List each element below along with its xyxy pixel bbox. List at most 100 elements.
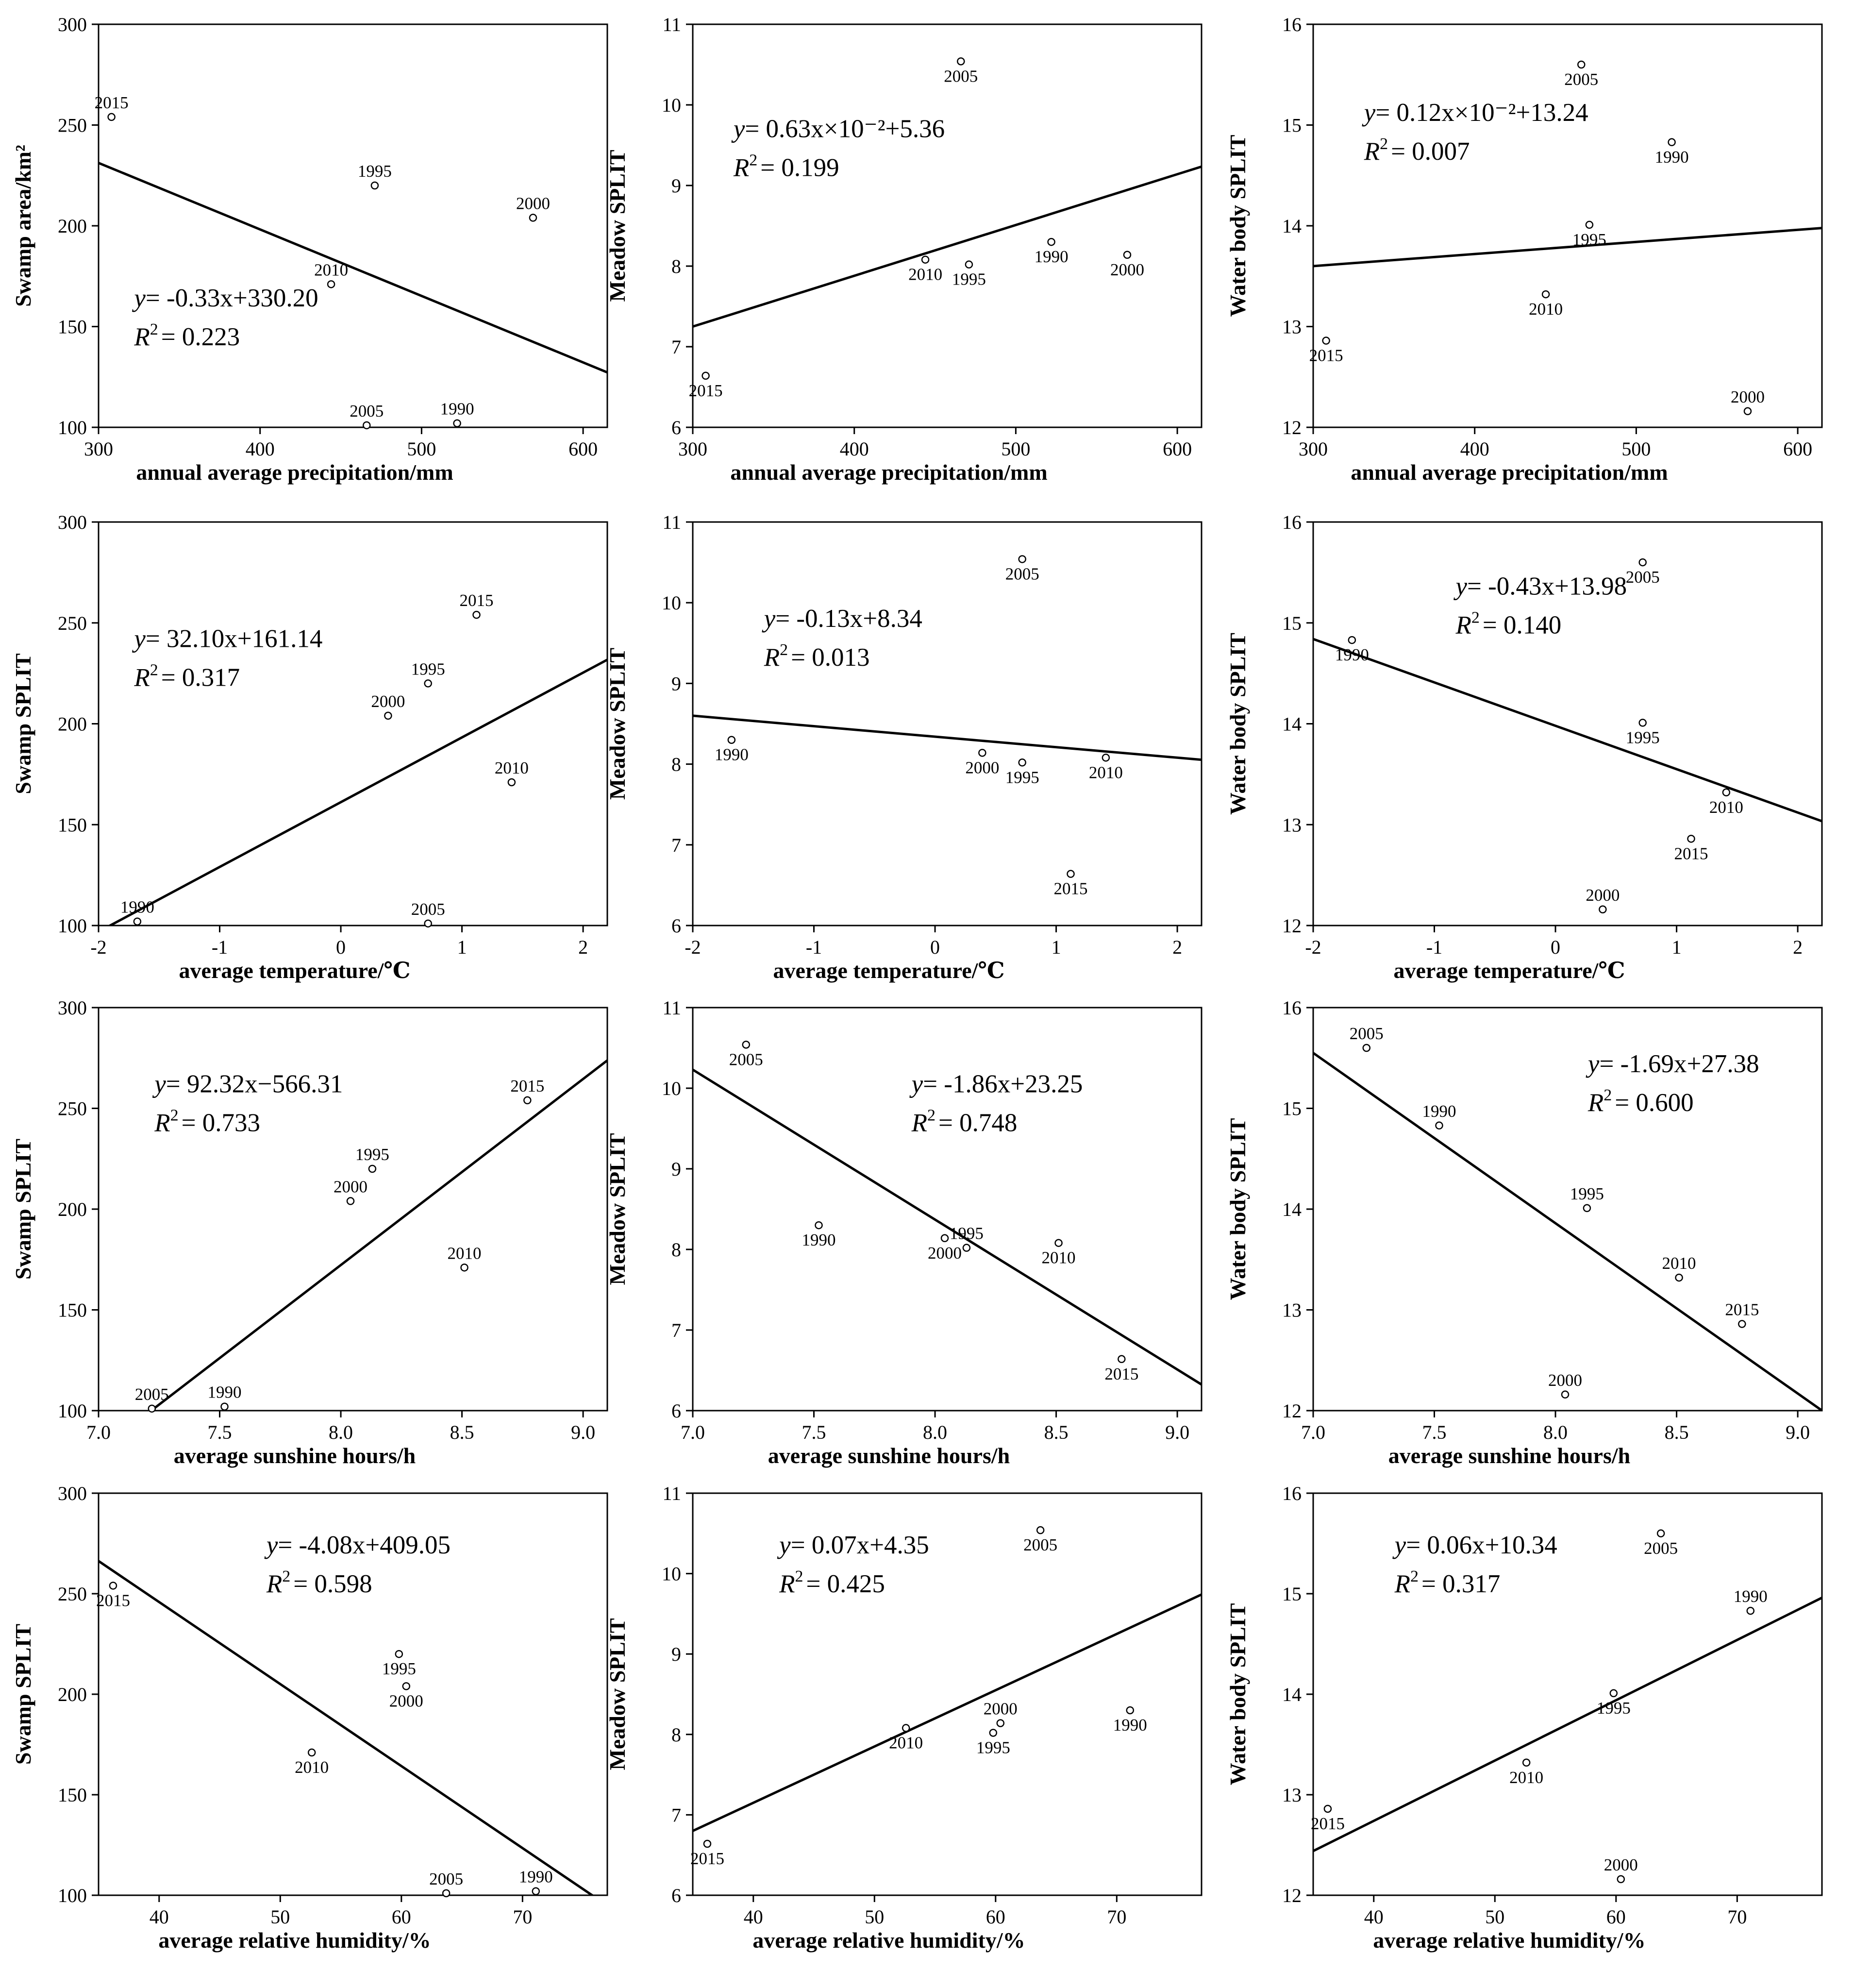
x-tick-label: 400 <box>840 438 869 460</box>
y-tick-label: 16 <box>1282 511 1302 533</box>
data-point <box>1126 1706 1135 1715</box>
r-squared: R2 = 0.748 <box>911 1106 1018 1137</box>
equation-rhs: = -1.86x+23.25 <box>923 1070 1083 1098</box>
x-tick-label: 300 <box>678 438 707 460</box>
regression-equation: y= -1.86x+23.25 <box>909 1070 1083 1098</box>
data-point <box>529 214 537 222</box>
x-tick-label: 50 <box>1485 1906 1504 1928</box>
point-label: 1990 <box>120 898 154 917</box>
y-tick-label: 200 <box>58 1684 87 1705</box>
point-label: 1995 <box>952 270 986 289</box>
y-tick-label: 250 <box>58 1098 87 1120</box>
x-tick-label: -2 <box>685 936 701 958</box>
y-tick-label: 9 <box>671 1158 681 1180</box>
point-label: 2000 <box>389 1691 423 1710</box>
data-point <box>1577 60 1586 69</box>
point-label: 1990 <box>1035 247 1069 266</box>
y-tick-label: 200 <box>58 215 87 237</box>
y-tick-label: 6 <box>671 417 681 438</box>
regression-equation: y= -1.69x+27.38 <box>1586 1050 1759 1078</box>
y-tick-label: 6 <box>671 1400 681 1422</box>
point-label: 2005 <box>135 1385 169 1404</box>
point-label: 2015 <box>1104 1365 1138 1383</box>
r-squared-superscript: 2 <box>282 1567 290 1585</box>
data-point <box>307 1748 316 1757</box>
plot-frame <box>692 1492 1203 1896</box>
point-label: 2015 <box>1054 879 1088 898</box>
point-label: 1995 <box>382 1659 416 1678</box>
chart-panel-p12: 300 400 500 600 6 7 8 9 10 11 annual average preci… <box>605 14 1203 485</box>
point-label: 1995 <box>1597 1699 1631 1718</box>
x-tick-label: 1 <box>1052 936 1061 958</box>
equation-lhs: y <box>731 115 745 143</box>
y-tick-label: 300 <box>58 1483 87 1504</box>
point-label: 2015 <box>95 93 129 112</box>
y-tick-label: 8 <box>671 1724 681 1746</box>
r-squared-value: = 0.598 <box>293 1570 372 1598</box>
x-tick-label: 70 <box>1727 1906 1747 1928</box>
chart-panel-p11: 300 400 500 600 100 150 200 250 300 annual averag… <box>11 14 608 485</box>
plot-frame <box>692 1007 1203 1412</box>
data-point <box>1609 1689 1618 1698</box>
x-axis-title: annual average precipitation/mm <box>136 460 453 485</box>
r-squared-superscript: 2 <box>150 320 158 338</box>
equation-rhs: = -0.43x+13.98 <box>1467 573 1627 601</box>
x-tick-label: 9.0 <box>1786 1421 1810 1443</box>
x-tick-label: 500 <box>1001 438 1030 460</box>
y-tick-label: 150 <box>58 1784 87 1806</box>
x-tick-label: 7.5 <box>1422 1421 1447 1443</box>
point-label: 2005 <box>1023 1535 1057 1554</box>
r-squared-superscript: 2 <box>795 1567 803 1585</box>
y-tick-label: 12 <box>1282 1885 1302 1906</box>
point-label: 1995 <box>358 162 392 181</box>
x-tick-label: 40 <box>1364 1906 1384 1928</box>
data-point <box>453 419 461 427</box>
r-squared-superscript: 2 <box>1471 609 1480 627</box>
regression-line <box>693 165 1202 328</box>
point-label: 2010 <box>495 758 529 777</box>
x-tick-label: 7.0 <box>1301 1421 1325 1443</box>
r-squared: R2 = 0.007 <box>1364 135 1470 166</box>
r-squared: R2 = 0.598 <box>266 1567 372 1598</box>
regression-equation: y= 0.07x+4.35 <box>777 1531 929 1559</box>
x-axis-title: average temperature/℃ <box>179 958 410 983</box>
point-label: 1995 <box>1005 768 1039 787</box>
y-tick-label: 13 <box>1282 814 1302 836</box>
x-tick-label: 1 <box>1672 936 1682 958</box>
x-tick-label: 8.5 <box>1044 1421 1069 1443</box>
data-point <box>1617 1875 1625 1884</box>
equation-rhs: = -4.08x+409.05 <box>278 1531 451 1559</box>
y-axis-title: Meadow SPLIT <box>605 648 630 800</box>
equation-lhs: y <box>777 1531 791 1559</box>
point-label: 2005 <box>1626 568 1660 587</box>
y-axis-title: Water body SPLIT <box>1225 1118 1250 1300</box>
y-tick-label: 11 <box>662 997 681 1019</box>
data-point <box>1675 1273 1683 1282</box>
y-tick-label: 16 <box>1282 1483 1302 1504</box>
x-tick-label: 7.5 <box>208 1421 232 1443</box>
x-tick-label: 1 <box>457 936 467 958</box>
point-label: 1990 <box>519 1868 553 1887</box>
point-label: 2000 <box>1586 886 1620 905</box>
plot-frame <box>1312 1492 1823 1896</box>
y-tick-label: 300 <box>58 997 87 1019</box>
data-point <box>1348 636 1356 644</box>
y-tick-label: 100 <box>58 417 87 438</box>
point-label: 1995 <box>976 1738 1010 1757</box>
point-label: 2005 <box>729 1050 763 1069</box>
point-label: 2015 <box>96 1591 130 1610</box>
point-label: 2015 <box>1674 844 1708 863</box>
point-label: 2010 <box>1662 1254 1696 1273</box>
regression-line <box>99 162 607 374</box>
equation-rhs: = -0.33x+330.20 <box>146 284 318 312</box>
point-label: 1990 <box>1734 1587 1768 1606</box>
point-label: 2000 <box>371 692 405 711</box>
x-tick-label: 0 <box>336 936 346 958</box>
chart-panel-p13: 300 400 500 600 12 13 14 15 16 annual average pre… <box>1225 14 1823 485</box>
x-tick-label: 60 <box>1606 1906 1626 1928</box>
point-label: 2015 <box>460 591 494 610</box>
y-tick-label: 100 <box>58 915 87 937</box>
r-squared-label: R <box>1364 137 1380 166</box>
point-label: 2005 <box>429 1870 463 1888</box>
regression-equation: y= -0.33x+330.20 <box>132 284 318 312</box>
